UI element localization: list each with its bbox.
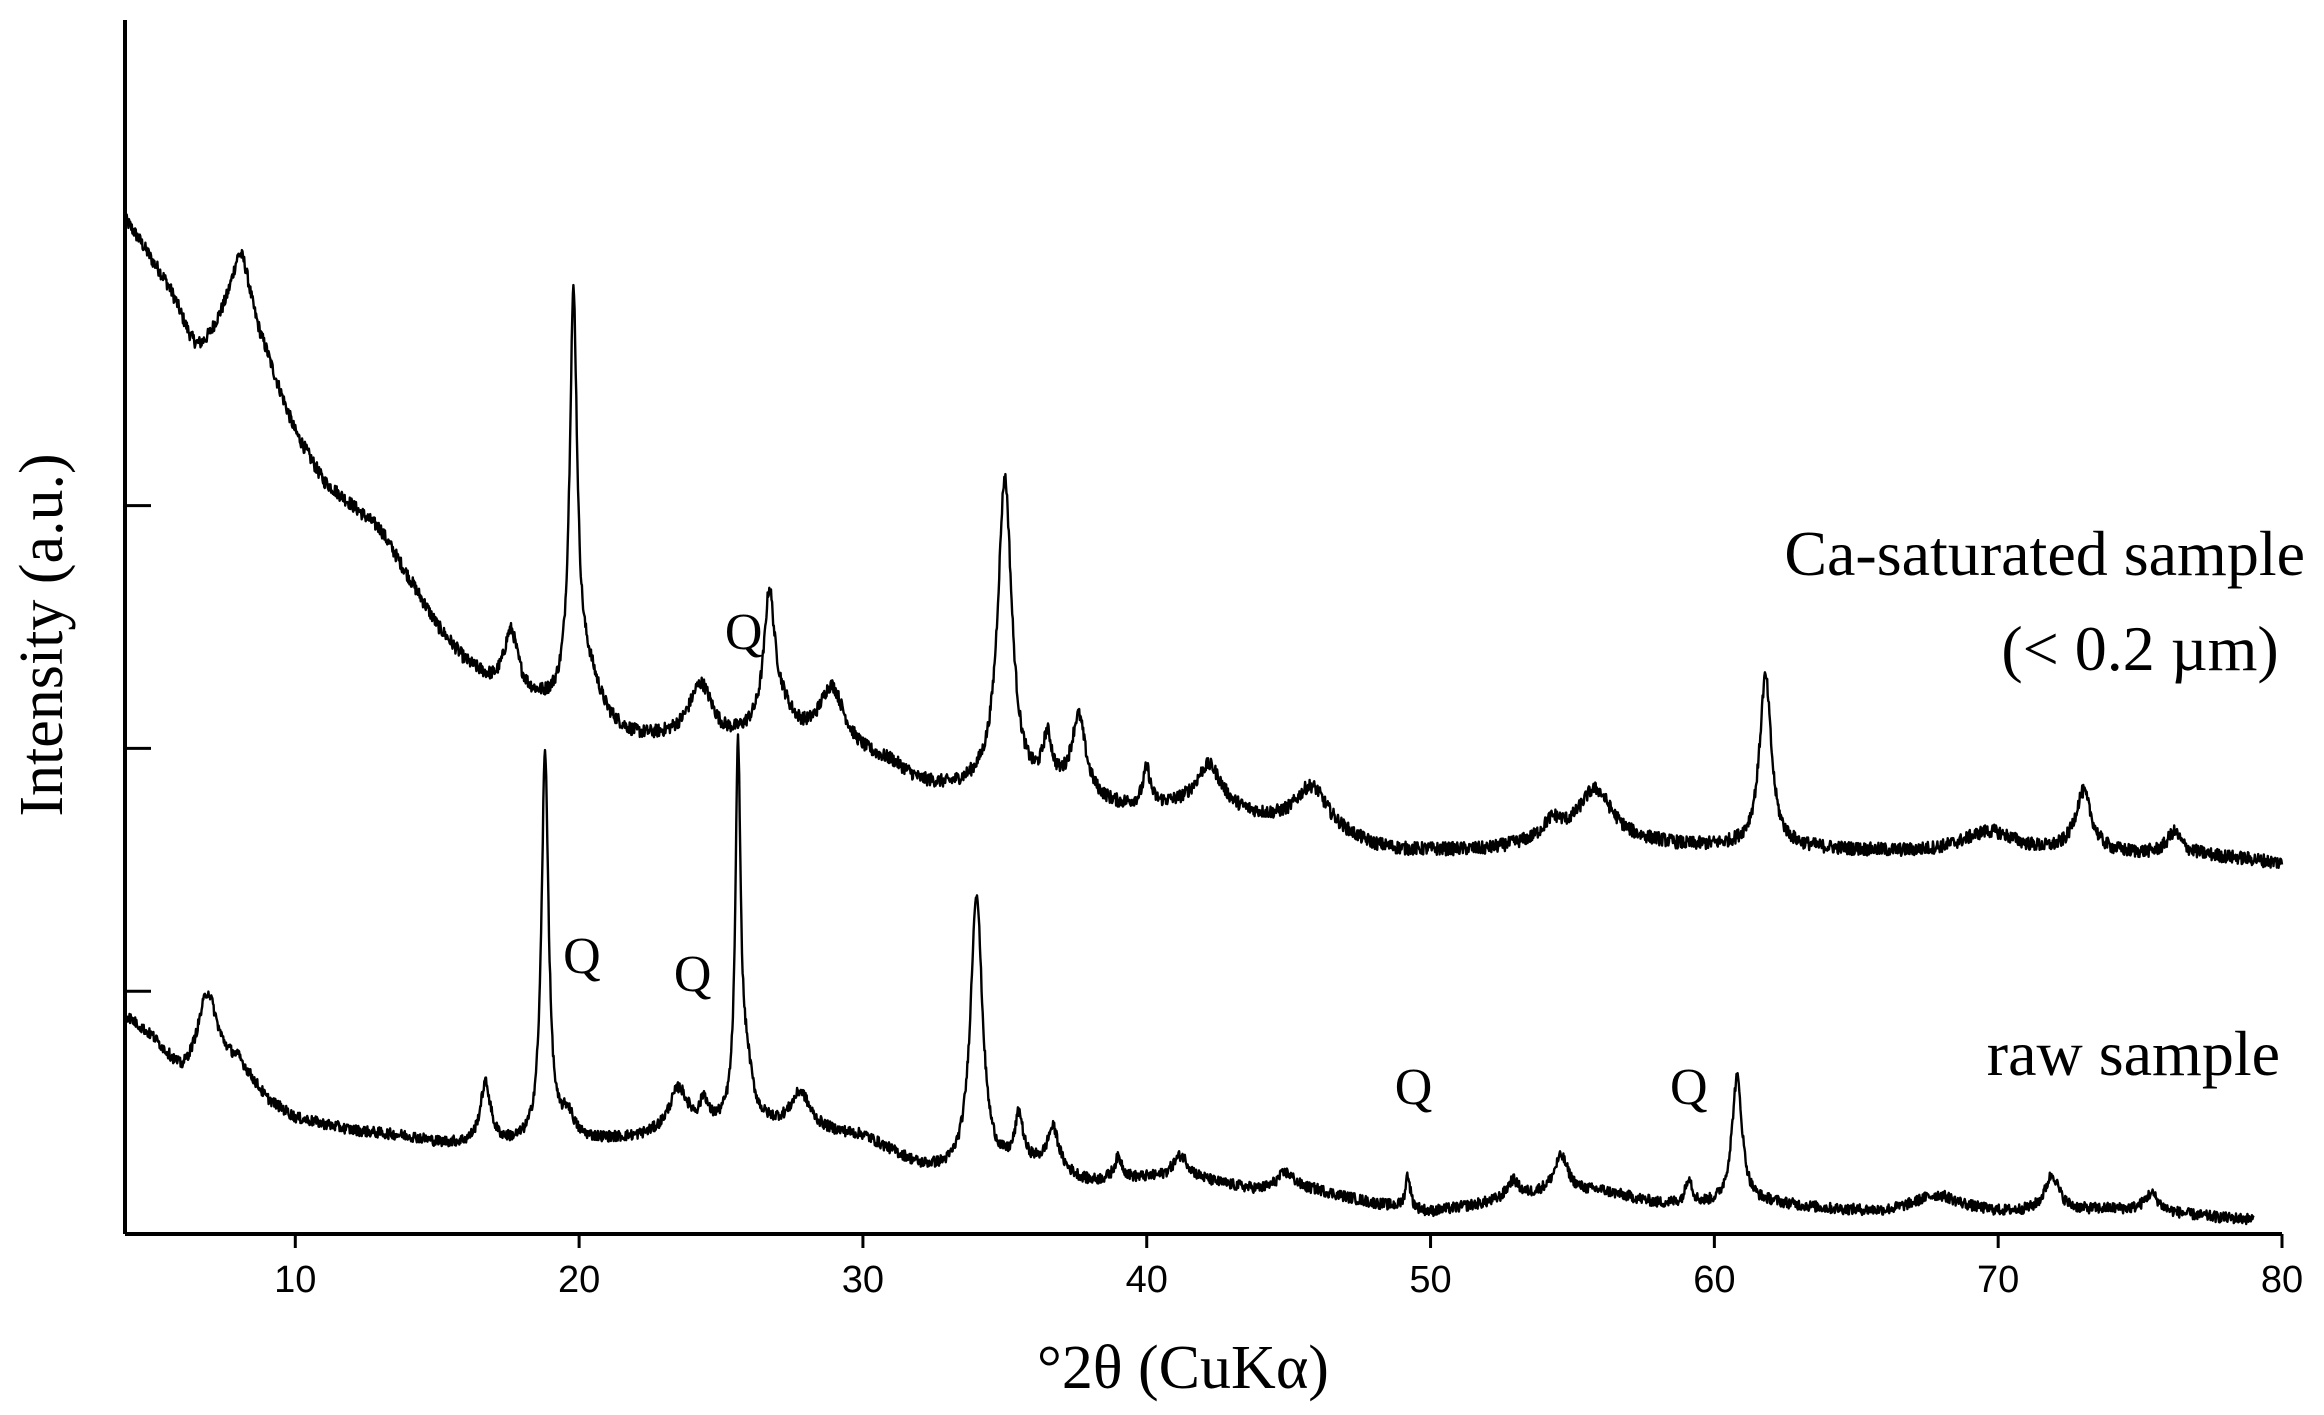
x-tick-label: 60 [1693, 1259, 1735, 1301]
series-label-ca-saturated-fraction: (< 0.2 µm) [2001, 613, 2278, 684]
x-tick-label: 80 [2261, 1259, 2303, 1301]
x-tick-label: 10 [274, 1259, 316, 1301]
peak-label-q: Q [1395, 1059, 1433, 1116]
x-ticks: 10 20 30 40 50 60 70 80 [274, 1234, 2303, 1301]
x-tick-label: 20 [558, 1259, 600, 1301]
series-label-ca-saturated: Ca-saturated sample [1784, 518, 2305, 589]
x-tick-label: 30 [842, 1259, 884, 1301]
peak-annotations: Q Q Q Q Q [563, 604, 1707, 1116]
series-label-raw: raw sample [1987, 1018, 2280, 1089]
peak-label-q: Q [674, 946, 712, 1003]
x-tick-label: 70 [1977, 1259, 2019, 1301]
y-ticks [125, 504, 151, 993]
x-tick-label: 40 [1126, 1259, 1168, 1301]
y-axis-title: Intensity (a.u.) [8, 453, 76, 816]
axes: 10 20 30 40 50 60 70 80 [123, 20, 2303, 1301]
series-line-ca-saturated [123, 213, 2284, 869]
peak-label-q: Q [1670, 1059, 1708, 1116]
x-axis-title: °2θ (CuKα) [1037, 1334, 1329, 1402]
series-line-raw [123, 733, 2255, 1226]
series-lines [123, 213, 2284, 1226]
peak-label-q: Q [725, 604, 763, 661]
peak-label-q: Q [563, 928, 601, 985]
x-tick-label: 50 [1409, 1259, 1451, 1301]
